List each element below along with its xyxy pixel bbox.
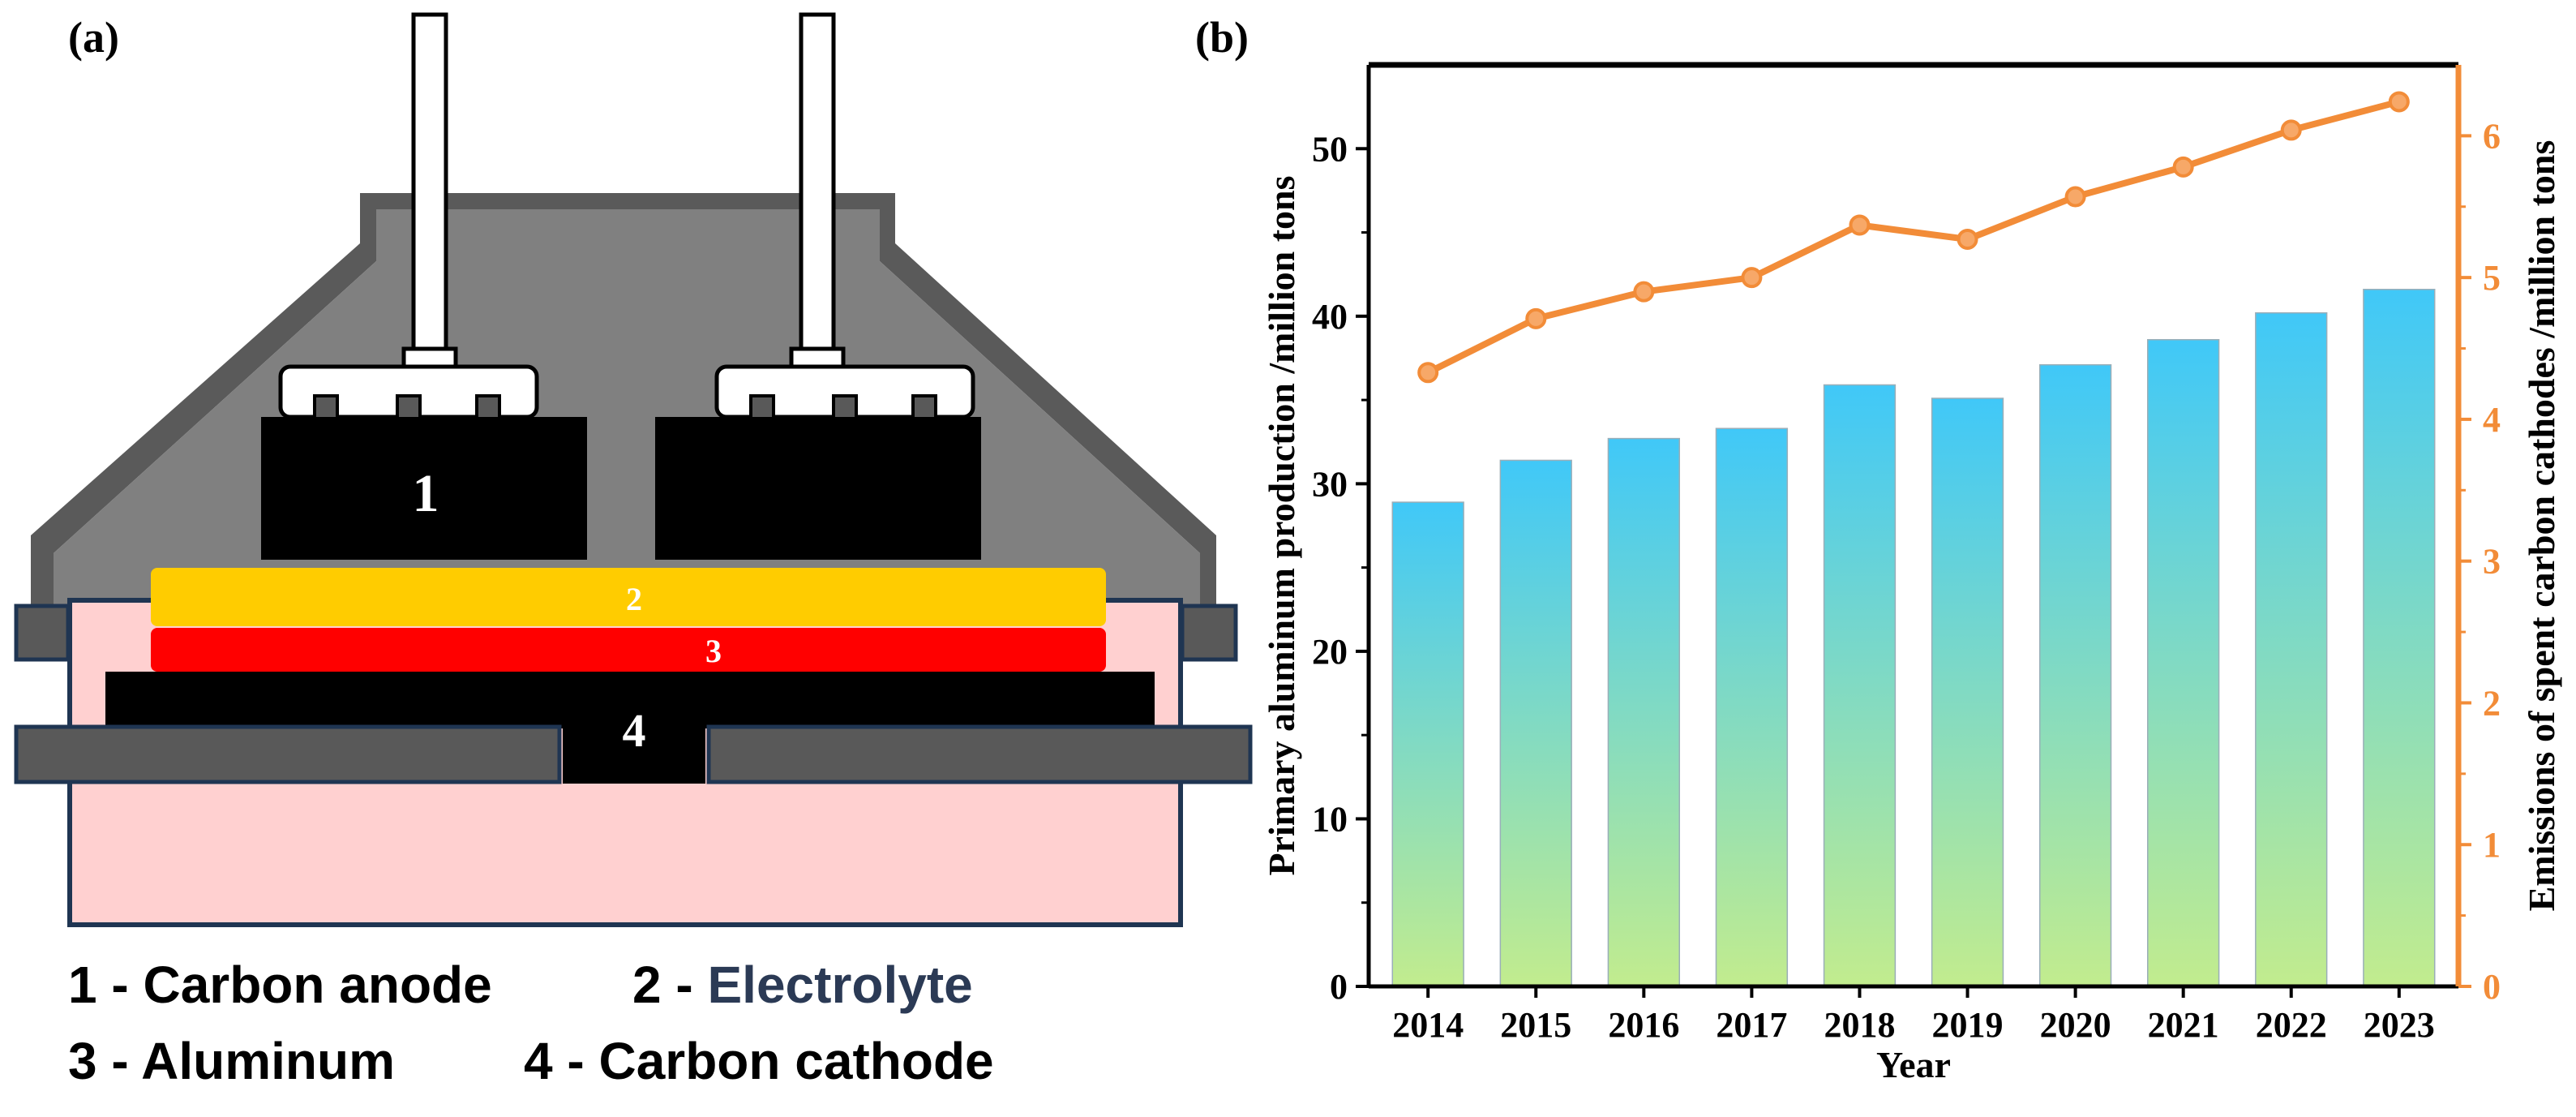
aluminum-number: 3 xyxy=(705,633,722,669)
bar-2018 xyxy=(1823,384,1897,987)
aluminum-layer xyxy=(151,628,1106,672)
x-tick-label: 2022 xyxy=(2256,1005,2327,1045)
bars-layer xyxy=(1391,289,2436,987)
cell-schematic: (a) 1 2 3 4 xyxy=(14,12,1253,1090)
right-tick-label: 1 xyxy=(2483,825,2501,865)
carbon-anode-right xyxy=(655,417,981,560)
x-tick-label: 2016 xyxy=(1608,1005,1679,1045)
left-tick-label: 0 xyxy=(1330,967,1348,1007)
y-axis-title-left: Primary aluminum production /million ton… xyxy=(1261,175,1302,875)
left-tick-label: 50 xyxy=(1312,129,1348,169)
carbon-cathode-center xyxy=(563,727,705,784)
side-block-left xyxy=(14,604,71,662)
emissions-point-2015 xyxy=(1525,307,1547,329)
legend-aluminum: 3 - Aluminum xyxy=(68,1032,395,1090)
x-tick-label: 2019 xyxy=(1932,1005,2004,1045)
emissions-point-2023 xyxy=(2388,91,2410,113)
left-tick-label: 30 xyxy=(1312,464,1348,504)
collector-bar-left xyxy=(14,724,562,784)
left-tick-label: 40 xyxy=(1312,297,1348,337)
left-tick-label: 20 xyxy=(1312,632,1348,672)
cell-cover-inner xyxy=(54,209,1200,604)
axes-layer: 0 10 20 30 40 50 0 1 2 3 4 5 6 2014 2015 2016 2017 2018 20… xyxy=(1261,62,2562,1085)
production-chart: (b) 0 10 20 30 40 50 0 1 2 3 4 5 6 2014 2015 2016 2017 20… xyxy=(1195,13,2562,1085)
yoke-stub xyxy=(832,394,858,420)
collector-bar-right xyxy=(706,724,1253,784)
yoke-stub xyxy=(396,394,422,420)
bar-2016 xyxy=(1607,437,1680,987)
x-tick-label: 2015 xyxy=(1500,1005,1571,1045)
emissions-line xyxy=(1426,98,2400,376)
bar-2014 xyxy=(1391,501,1464,987)
x-axis-title: Year xyxy=(1876,1044,1951,1085)
bar-2020 xyxy=(2038,363,2112,987)
panel-b-label: (b) xyxy=(1195,13,1249,62)
legend-electrolyte-prefix: 2 - xyxy=(632,956,707,1014)
anode-rod-right xyxy=(799,12,836,356)
emissions-point-2018 xyxy=(1849,214,1871,236)
cell-cover xyxy=(31,193,1216,604)
x-tick-label: 2020 xyxy=(2040,1005,2111,1045)
anode-number: 1 xyxy=(413,464,439,523)
panel-a-label: (a) xyxy=(68,13,119,62)
emissions-point-2022 xyxy=(2280,119,2302,141)
legend-carbon-cathode: 4 - Carbon cathode xyxy=(524,1032,994,1090)
right-tick-label: 2 xyxy=(2483,683,2501,723)
x-tick-label: 2017 xyxy=(1716,1005,1787,1045)
line-layer xyxy=(1417,91,2410,384)
carbon-cathode xyxy=(105,672,1155,728)
bar-2017 xyxy=(1715,427,1789,987)
bar-2019 xyxy=(1931,397,2004,987)
right-tick-label: 6 xyxy=(2483,116,2501,156)
cathode-number: 4 xyxy=(623,704,646,757)
bar-2021 xyxy=(2147,338,2220,987)
right-tick-label: 3 xyxy=(2483,542,2501,582)
right-tick-label: 4 xyxy=(2483,400,2501,440)
yoke-stub xyxy=(475,394,501,420)
left-tick-label: 10 xyxy=(1312,799,1348,839)
emissions-point-2021 xyxy=(2172,156,2194,178)
emissions-point-2014 xyxy=(1417,362,1439,384)
emissions-point-2020 xyxy=(2064,186,2086,208)
emissions-point-2016 xyxy=(1633,281,1655,303)
right-tick-label: 5 xyxy=(2483,258,2501,298)
anode-rod-left xyxy=(411,12,448,356)
carbon-anode-left xyxy=(261,417,587,560)
x-tick-label: 2014 xyxy=(1392,1005,1464,1045)
bar-2023 xyxy=(2363,289,2436,987)
legend-electrolyte: 2 - Electrolyte xyxy=(632,956,973,1014)
legend-electrolyte-text: Electrolyte xyxy=(707,956,972,1014)
x-tick-label: 2018 xyxy=(1824,1005,1895,1045)
yoke-stub xyxy=(749,394,775,420)
right-tick-label: 0 xyxy=(2483,967,2501,1007)
bar-2022 xyxy=(2255,311,2328,987)
yoke-stub xyxy=(911,394,937,420)
side-block-right xyxy=(1180,604,1238,662)
y-axis-title-right: Emissions of spent carbon cathodes /mill… xyxy=(2521,140,2562,912)
yoke-stub xyxy=(313,394,339,420)
x-tick-label: 2023 xyxy=(2364,1005,2435,1045)
electrolyte-number: 2 xyxy=(626,581,642,617)
legend-carbon-anode: 1 - Carbon anode xyxy=(68,956,492,1014)
electrolyte-layer xyxy=(151,568,1106,626)
emissions-point-2019 xyxy=(1957,228,1978,250)
x-tick-label: 2021 xyxy=(2148,1005,2219,1045)
bar-2015 xyxy=(1499,459,1572,987)
emissions-point-2017 xyxy=(1741,267,1763,289)
